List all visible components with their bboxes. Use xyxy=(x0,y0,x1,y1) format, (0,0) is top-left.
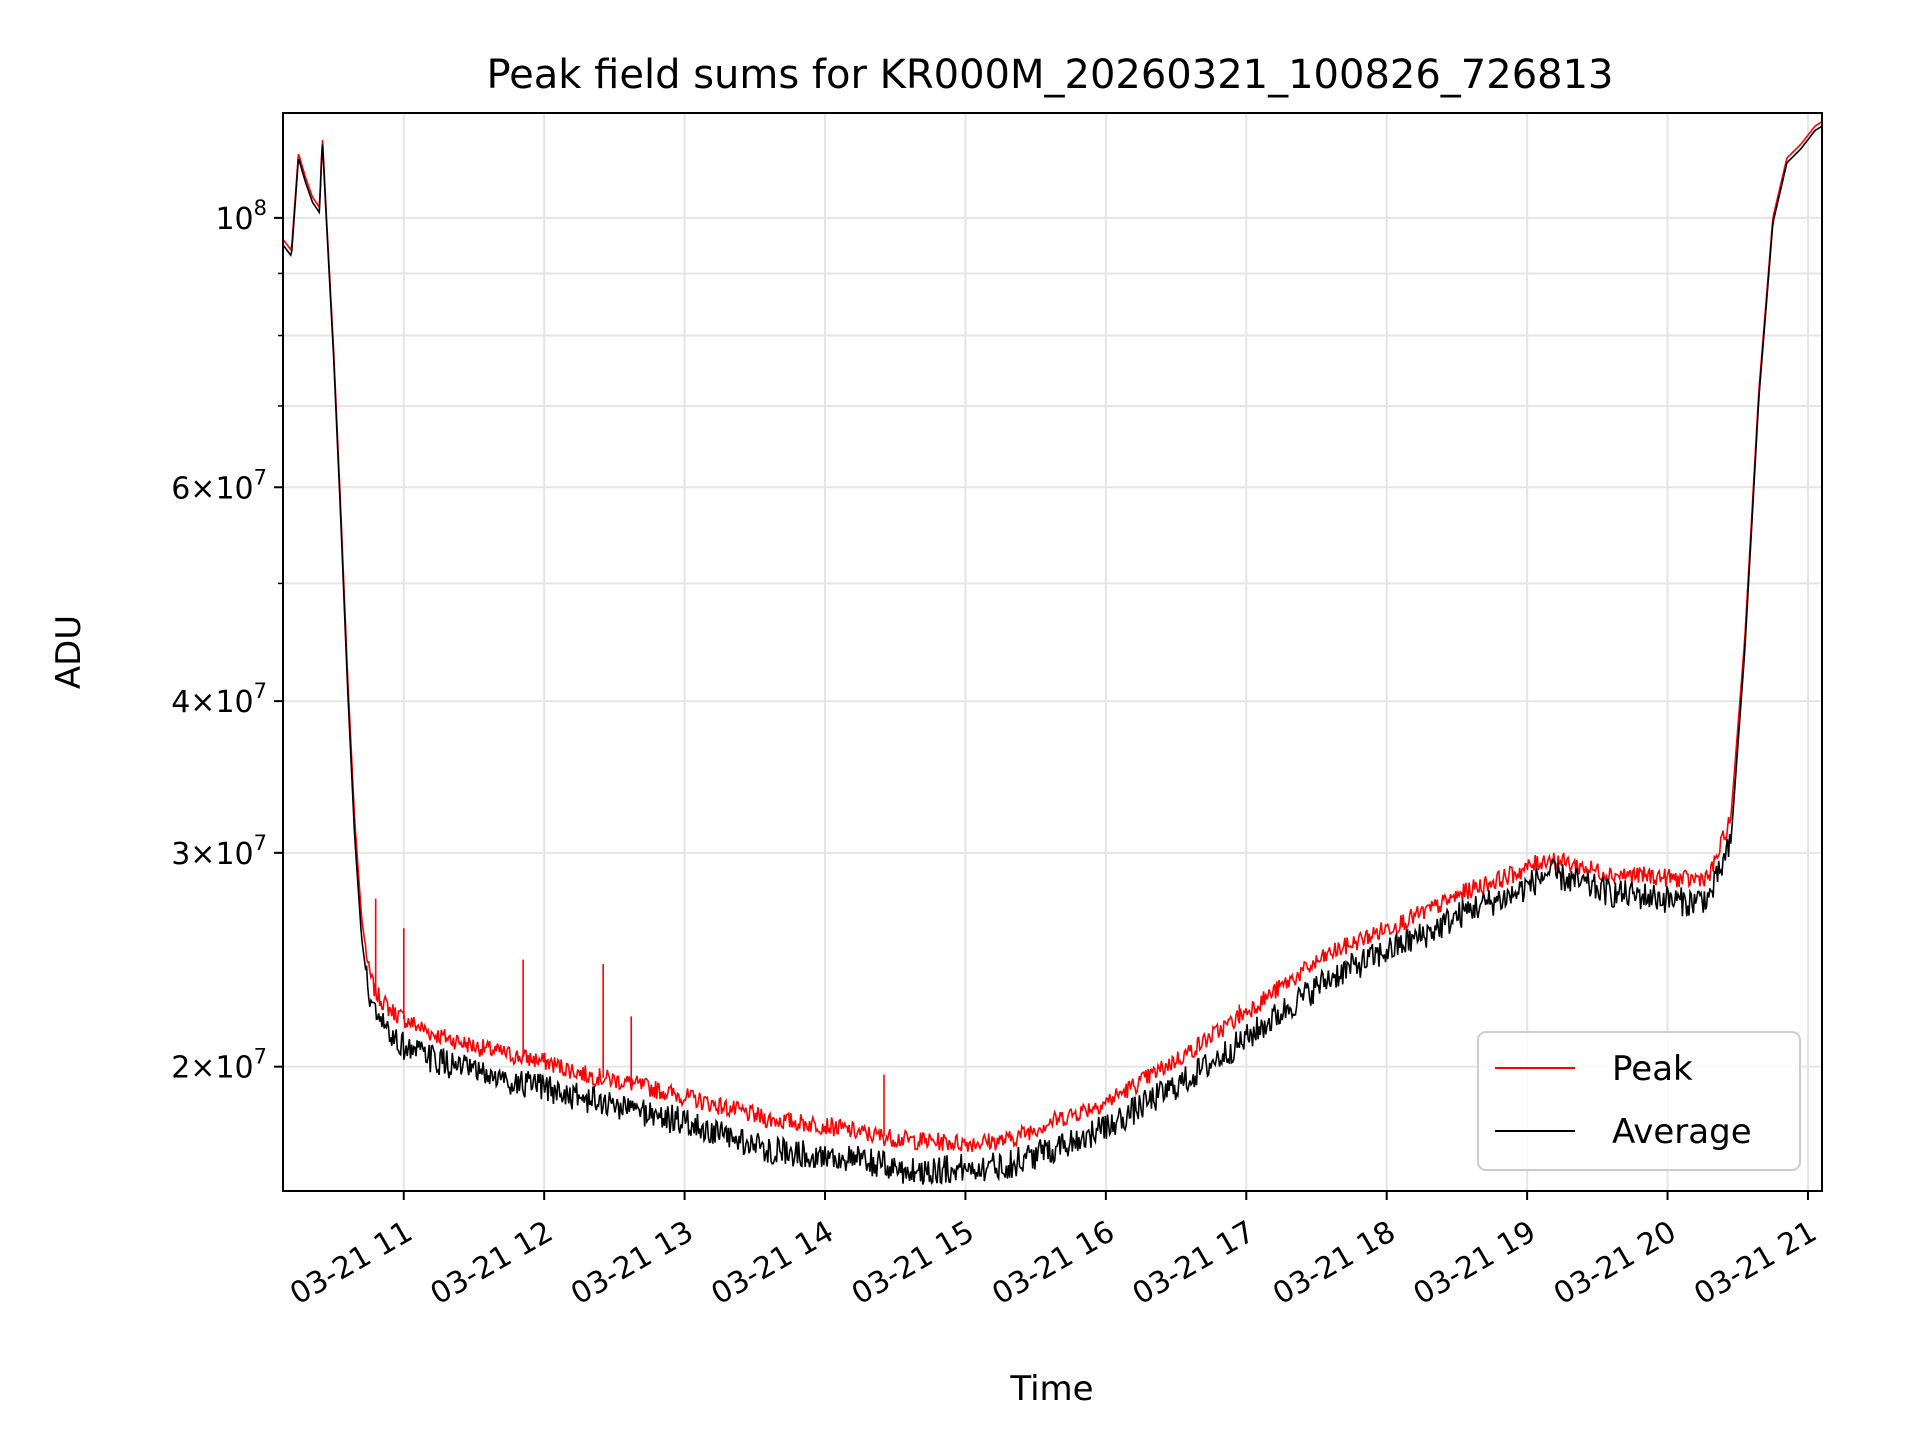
plot-area xyxy=(283,121,1822,1185)
y-tick-label: 2×107 xyxy=(171,1045,267,1086)
x-axis-label: Time xyxy=(1009,1369,1093,1409)
grid xyxy=(283,113,1822,1191)
legend-label-average: Average xyxy=(1612,1112,1752,1152)
plot-frame xyxy=(282,112,1823,1192)
y-tick-label: 3×107 xyxy=(171,831,267,872)
legend: Peak Average xyxy=(1477,1031,1801,1171)
legend-label-peak: Peak xyxy=(1612,1049,1693,1089)
y-tick-label: 108 xyxy=(215,196,267,237)
y-tick-label: 4×107 xyxy=(171,679,267,720)
y-axis: 2×107 3×107 4×107 6×107 108 xyxy=(171,196,283,1086)
series-line-peak xyxy=(283,121,1822,1152)
y-axis-label: ADU xyxy=(49,615,89,689)
series-line-average xyxy=(283,125,1822,1185)
chart-title: Peak field sums for KR000M_20260321_1008… xyxy=(486,52,1613,98)
legend-box xyxy=(1477,1031,1801,1171)
y-tick-label: 6×107 xyxy=(171,465,267,506)
